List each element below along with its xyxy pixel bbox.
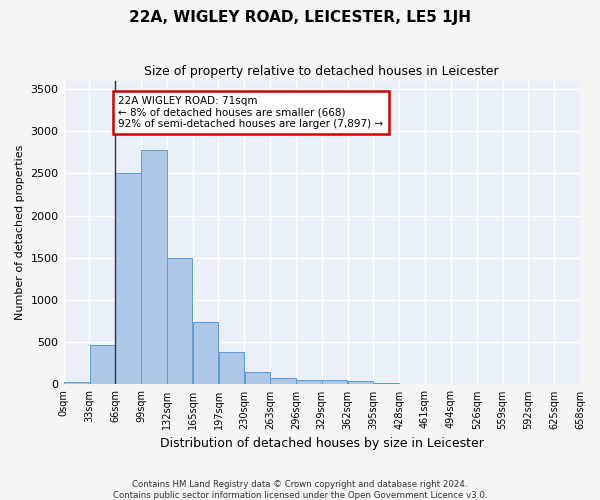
Bar [374,382,399,384]
Bar [193,322,218,384]
Bar [348,381,373,384]
Bar [167,258,193,384]
Bar [89,345,115,385]
Text: 22A WIGLEY ROAD: 71sqm
← 8% of detached houses are smaller (668)
92% of semi-det: 22A WIGLEY ROAD: 71sqm ← 8% of detached … [118,96,383,129]
Bar [245,372,270,384]
Bar [141,150,167,384]
Bar [322,380,347,384]
Title: Size of property relative to detached houses in Leicester: Size of property relative to detached ho… [145,65,499,78]
Bar [64,382,89,384]
Y-axis label: Number of detached properties: Number of detached properties [15,145,25,320]
X-axis label: Distribution of detached houses by size in Leicester: Distribution of detached houses by size … [160,437,484,450]
Bar [115,174,141,384]
Text: Contains HM Land Registry data © Crown copyright and database right 2024.
Contai: Contains HM Land Registry data © Crown c… [113,480,487,500]
Text: 22A, WIGLEY ROAD, LEICESTER, LE5 1JH: 22A, WIGLEY ROAD, LEICESTER, LE5 1JH [129,10,471,25]
Bar [296,380,322,384]
Bar [219,352,244,384]
Bar [271,378,296,384]
